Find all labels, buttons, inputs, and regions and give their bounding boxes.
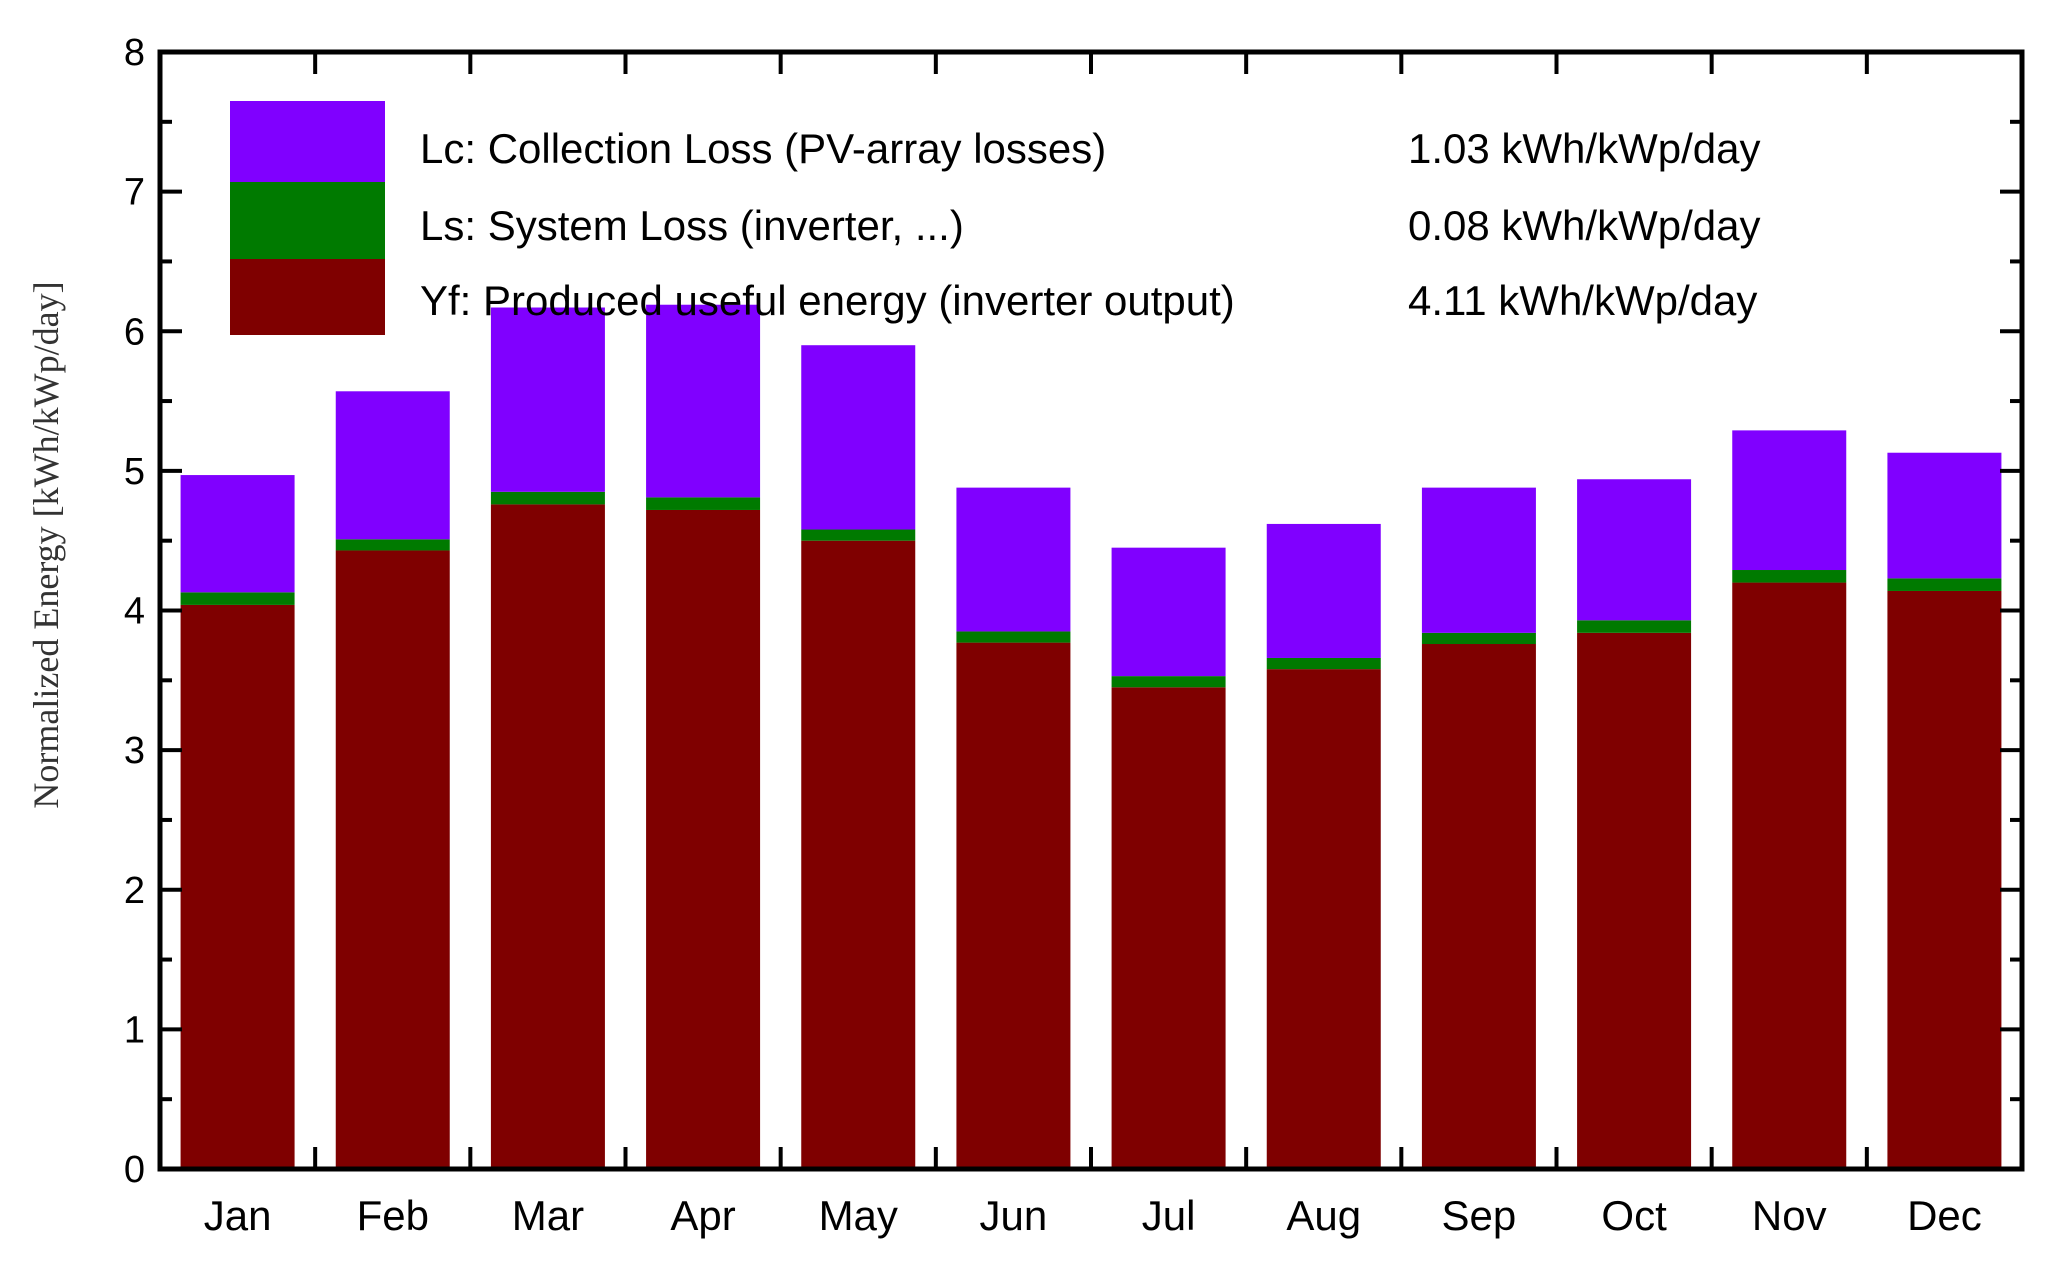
- bar-yf-jun: [956, 642, 1071, 1169]
- x-tick-label-may: May: [819, 1192, 898, 1239]
- bar-yf-apr: [646, 509, 761, 1170]
- bar-lc-nov: [1732, 430, 1847, 571]
- bar-lc-feb: [335, 391, 450, 540]
- bar-ls-nov: [1732, 570, 1847, 583]
- y-tick-label: 6: [124, 311, 145, 353]
- bar-yf-nov: [1732, 582, 1847, 1169]
- y-tick-label: 0: [124, 1149, 145, 1191]
- y-tick-label: 5: [124, 451, 145, 493]
- x-tick-label-jan: Jan: [204, 1192, 272, 1239]
- bar-lc-jul: [1111, 547, 1226, 677]
- y-axis-label: Normalized Energy [kWh/kWp/day]: [26, 281, 66, 808]
- bar-ls-feb: [335, 539, 450, 551]
- bar-ls-oct: [1577, 620, 1692, 633]
- plot-frame: [157, 49, 2025, 1172]
- legend-swatch-yf: [230, 259, 385, 335]
- y-tick-label: 1: [124, 1009, 145, 1051]
- bar-ls-mar: [490, 491, 605, 505]
- x-tick-label-dec: Dec: [1907, 1192, 1982, 1239]
- bars-layer: [180, 304, 2002, 1170]
- legend-swatch-lc: [230, 101, 385, 182]
- x-tick-label-apr: Apr: [670, 1192, 735, 1239]
- bar-lc-jun: [956, 487, 1071, 632]
- legend-label-lc: Lc: Collection Loss (PV-array losses): [420, 125, 1106, 172]
- bar-lc-apr: [646, 304, 761, 498]
- x-tick-label-oct: Oct: [1601, 1192, 1667, 1239]
- x-tick-label-jun: Jun: [980, 1192, 1048, 1239]
- legend-value-lc: 1.03 kWh/kWp/day: [1408, 125, 1760, 172]
- bar-lc-dec: [1887, 452, 2002, 579]
- bar-lc-oct: [1577, 479, 1692, 621]
- x-tick-label-aug: Aug: [1286, 1192, 1361, 1239]
- bar-ls-sep: [1421, 632, 1536, 645]
- bar-lc-sep: [1421, 487, 1536, 633]
- legend-swatch-ls: [230, 182, 385, 259]
- x-tick-label-jul: Jul: [1142, 1192, 1196, 1239]
- y-tick-label: 8: [124, 32, 145, 74]
- y-tick-label: 7: [124, 172, 145, 214]
- y-tick-label: 3: [124, 730, 145, 772]
- bar-lc-jan: [180, 475, 295, 593]
- bar-yf-oct: [1577, 632, 1692, 1169]
- bar-lc-may: [801, 345, 916, 530]
- bar-yf-dec: [1887, 590, 2002, 1169]
- legend: Lc: Collection Loss (PV-array losses) 1.0…: [230, 101, 1760, 335]
- bar-ls-jan: [180, 592, 295, 605]
- bar-yf-mar: [490, 504, 605, 1169]
- bar-yf-aug: [1266, 669, 1381, 1169]
- y-tick-label: 4: [124, 591, 145, 633]
- legend-label-yf: Yf: Produced useful energy (inverter out…: [420, 277, 1235, 324]
- bar-ls-dec: [1887, 578, 2002, 591]
- legend-label-ls: Ls: System Loss (inverter, ...): [420, 202, 964, 249]
- bar-ls-jul: [1111, 676, 1226, 688]
- bar-yf-sep: [1421, 644, 1536, 1169]
- bar-yf-jul: [1111, 687, 1226, 1169]
- bar-ls-may: [801, 529, 916, 541]
- bar-ls-aug: [1266, 657, 1381, 670]
- bar-yf-may: [801, 540, 916, 1169]
- x-tick-label-sep: Sep: [1442, 1192, 1517, 1239]
- legend-value-ls: 0.08 kWh/kWp/day: [1408, 202, 1760, 249]
- x-tick-labels: Jan Feb Mar Apr May Jun Jul Aug Sep Oct Nov Dec: [204, 1192, 1982, 1239]
- x-tick-label-nov: Nov: [1752, 1192, 1827, 1239]
- bar-lc-aug: [1266, 523, 1381, 658]
- legend-value-yf: 4.11 kWh/kWp/day: [1408, 277, 1757, 324]
- y-tick-label: 2: [124, 870, 145, 912]
- y-tick-labels: 0 1 2 3 4 5 6 7 8: [124, 32, 145, 1191]
- bar-ls-apr: [646, 497, 761, 510]
- bar-yf-jan: [180, 604, 295, 1169]
- x-tick-label-mar: Mar: [512, 1192, 584, 1239]
- bar-yf-feb: [335, 550, 450, 1169]
- x-tick-label-feb: Feb: [357, 1192, 429, 1239]
- bar-lc-mar: [490, 307, 605, 492]
- bar-ls-jun: [956, 631, 1071, 643]
